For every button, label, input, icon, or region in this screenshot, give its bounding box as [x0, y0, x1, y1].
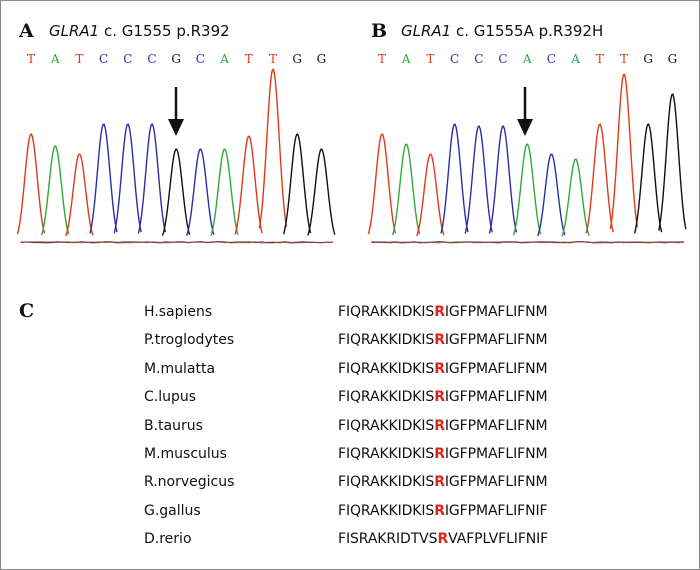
- conserved-residue: R: [434, 418, 445, 434]
- sequence-suffix: IGFPMAFLIFNM: [445, 304, 548, 320]
- alignment-species-label: B.taurus: [144, 418, 203, 434]
- panel-b-peak: [514, 144, 541, 235]
- sequence-prefix: FIQRAKKIDKIS: [338, 503, 434, 519]
- panel-b-peak: [465, 126, 492, 233]
- sequence-suffix: IGFPMAFLIFNM: [445, 332, 548, 348]
- conserved-residue: R: [437, 531, 448, 547]
- alignment-species-label: P.troglodytes: [144, 332, 234, 348]
- alignment-sequence: FIQRAKKIDKISRIGFPMAFLIFNM: [338, 304, 547, 320]
- panel-c-letter: C: [19, 300, 34, 322]
- sequence-prefix: FISRAKRIDTVS: [338, 531, 437, 547]
- sequence-prefix: FIQRAKKIDKIS: [338, 361, 434, 377]
- alignment-sequence: FIQRAKKIDKISRIGFPMAFLIFNM: [338, 418, 547, 434]
- sequence-suffix: IGFPMAFLIFNIF: [445, 503, 548, 519]
- alignment-sequence: FIQRAKKIDKISRIGFPMAFLIFNIF: [338, 503, 547, 519]
- panel-b-arrow-head: [517, 119, 533, 136]
- alignment-sequence: FIQRAKKIDKISRIGFPMAFLIFNM: [338, 446, 547, 462]
- panel-b-peak: [610, 74, 637, 229]
- panel-b-peak: [586, 124, 613, 233]
- sequence-prefix: FIQRAKKIDKIS: [338, 474, 434, 490]
- sequence-prefix: FIQRAKKIDKIS: [338, 418, 434, 434]
- conserved-residue: R: [434, 474, 445, 490]
- alignment-species-label: M.mulatta: [144, 361, 215, 377]
- sequence-suffix: IGFPMAFLIFNM: [445, 418, 548, 434]
- alignment-species-label: H.sapiens: [144, 304, 212, 320]
- sequence-prefix: FIQRAKKIDKIS: [338, 446, 434, 462]
- conserved-residue: R: [434, 304, 445, 320]
- sequence-suffix: IGFPMAFLIFNM: [445, 389, 548, 405]
- alignment-species-label: R.norvegicus: [144, 474, 234, 490]
- sequence-suffix: IGFPMAFLIFNM: [445, 446, 548, 462]
- alignment-sequence: FIQRAKKIDKISRIGFPMAFLIFNM: [338, 361, 547, 377]
- panel-b-peak: [489, 126, 516, 233]
- alignment-species-label: C.lupus: [144, 389, 196, 405]
- alignment-sequence: FIQRAKKIDKISRIGFPMAFLIFNM: [338, 332, 547, 348]
- panel-b-peak: [562, 159, 589, 236]
- alignment-sequence: FIQRAKKIDKISRIGFPMAFLIFNM: [338, 474, 547, 490]
- panel-b-chromatogram: [1, 1, 700, 261]
- sequence-prefix: FIQRAKKIDKIS: [338, 304, 434, 320]
- alignment-sequence: FIQRAKKIDKISRIGFPMAFLIFNM: [338, 389, 547, 405]
- sequence-suffix: IGFPMAFLIFNM: [445, 474, 548, 490]
- conserved-residue: R: [434, 332, 445, 348]
- panel-b-peak: [635, 124, 662, 233]
- conserved-residue: R: [434, 503, 445, 519]
- conserved-residue: R: [434, 361, 445, 377]
- panel-b-peak: [441, 124, 468, 233]
- sequence-suffix: VAFPLVFLIFNIF: [448, 531, 548, 547]
- conserved-residue: R: [434, 446, 445, 462]
- conserved-residue: R: [434, 389, 445, 405]
- panel-b-peak: [659, 94, 686, 230]
- alignment-species-label: G.gallus: [144, 503, 201, 519]
- panel-b-peak: [368, 134, 395, 234]
- panel-b-peak: [538, 154, 565, 236]
- sequence-prefix: FIQRAKKIDKIS: [338, 389, 434, 405]
- sequence-suffix: IGFPMAFLIFNM: [445, 361, 548, 377]
- sequence-prefix: FIQRAKKIDKIS: [338, 332, 434, 348]
- panel-b-peak: [417, 154, 444, 236]
- alignment-species-label: M.musculus: [144, 446, 227, 462]
- alignment-sequence: FISRAKRIDTVSRVAFPLVFLIFNIF: [338, 531, 548, 547]
- alignment-species-label: D.rerio: [144, 531, 192, 547]
- panel-b-peak: [393, 144, 420, 235]
